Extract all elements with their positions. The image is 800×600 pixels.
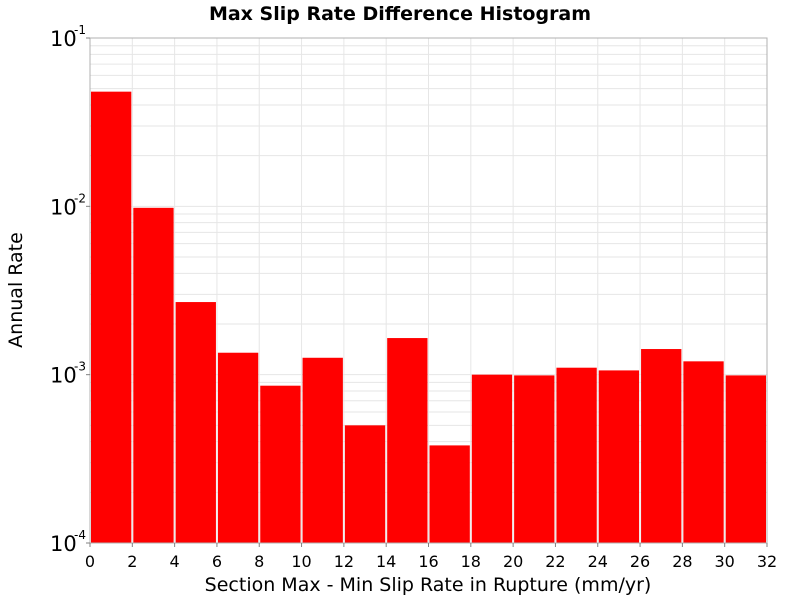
x-tick-label: 0 bbox=[85, 552, 95, 571]
x-tick-label: 6 bbox=[212, 552, 222, 571]
y-tick-label: 10-4 bbox=[50, 528, 86, 556]
y-tick-base: 10 bbox=[50, 364, 77, 388]
x-tick-label: 2 bbox=[127, 552, 137, 571]
histogram-bar bbox=[429, 445, 470, 543]
y-tick-base: 10 bbox=[50, 532, 77, 556]
x-tick-label: 22 bbox=[545, 552, 565, 571]
x-tick-label: 14 bbox=[376, 552, 396, 571]
histogram-bar bbox=[514, 375, 555, 543]
x-tick-label: 8 bbox=[254, 552, 264, 571]
x-tick-label: 16 bbox=[418, 552, 438, 571]
histogram-bar bbox=[683, 361, 724, 543]
chart-title: Max Slip Rate Difference Histogram bbox=[209, 3, 591, 25]
histogram-bar bbox=[133, 207, 174, 543]
histogram-bar bbox=[344, 425, 386, 543]
x-tick-label: 32 bbox=[757, 552, 777, 571]
y-tick-exponent: -2 bbox=[74, 191, 86, 205]
histogram-bar bbox=[725, 375, 766, 543]
y-tick-label: 10-1 bbox=[50, 23, 86, 51]
y-tick-exponent: -4 bbox=[74, 528, 86, 542]
y-axis-label: Annual Rate bbox=[5, 232, 27, 348]
y-tick-base: 10 bbox=[50, 27, 77, 51]
histogram-bar bbox=[471, 374, 513, 543]
y-tick-exponent: -3 bbox=[74, 360, 86, 374]
x-tick-label: 20 bbox=[503, 552, 523, 571]
histogram-bar bbox=[260, 385, 301, 543]
y-tick-exponent: -1 bbox=[74, 23, 86, 37]
histogram-bar bbox=[91, 91, 132, 544]
histogram-bar bbox=[556, 367, 597, 543]
x-tick-label: 12 bbox=[334, 552, 354, 571]
histogram-bar bbox=[387, 338, 428, 543]
y-axis-ticks: 10-410-310-210-1 bbox=[50, 23, 90, 556]
bars bbox=[91, 91, 766, 544]
histogram-bar bbox=[641, 349, 682, 543]
x-tick-label: 30 bbox=[715, 552, 735, 571]
x-tick-label: 4 bbox=[170, 552, 180, 571]
y-tick-label: 10-3 bbox=[50, 360, 86, 388]
y-tick-label: 10-2 bbox=[50, 191, 86, 219]
histogram-bar bbox=[302, 357, 343, 543]
x-tick-label: 28 bbox=[672, 552, 692, 571]
x-tick-label: 24 bbox=[588, 552, 608, 571]
x-tick-label: 10 bbox=[291, 552, 311, 571]
y-tick-base: 10 bbox=[50, 195, 77, 219]
x-tick-label: 18 bbox=[461, 552, 481, 571]
histogram-bar bbox=[598, 370, 640, 543]
x-axis-label: Section Max - Min Slip Rate in Rupture (… bbox=[205, 574, 652, 596]
histogram-bar bbox=[175, 302, 216, 543]
x-axis-ticks: 0 2 4 6 8 10 12 14 16 18 20 22 24 26 28 30 32 bbox=[85, 543, 777, 571]
histogram-bar bbox=[217, 352, 259, 543]
x-tick-label: 26 bbox=[630, 552, 650, 571]
